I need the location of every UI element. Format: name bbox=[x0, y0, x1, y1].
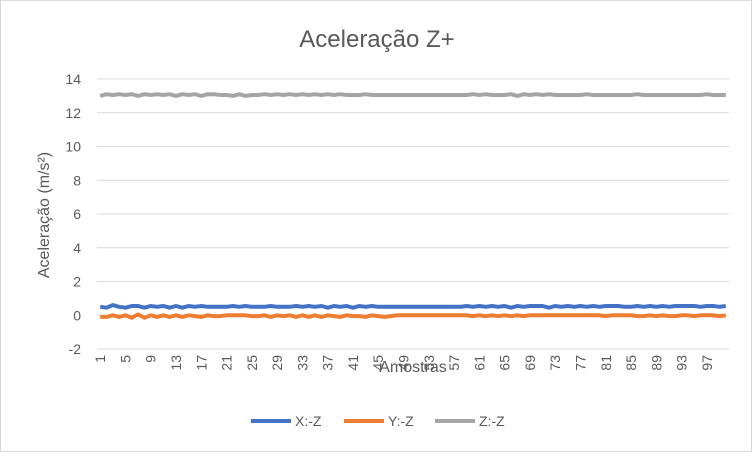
x-tick-label: 77 bbox=[572, 355, 588, 371]
x-tick-label: 81 bbox=[598, 355, 614, 371]
x-tick-label: 1 bbox=[92, 355, 108, 363]
legend: X:-Z Y:-Z Z:-Z bbox=[251, 413, 505, 429]
x-tick-label: 93 bbox=[674, 355, 690, 371]
series-line-y-z bbox=[100, 312, 727, 320]
x-tick-label: 17 bbox=[193, 355, 209, 371]
x-tick-label: 25 bbox=[244, 355, 260, 371]
y-tick-label: 10 bbox=[65, 139, 81, 155]
x-tick-label: 65 bbox=[497, 355, 513, 371]
x-tick-label: 41 bbox=[345, 355, 361, 371]
x-tick-label: 21 bbox=[219, 355, 235, 371]
series-line-z-z bbox=[99, 92, 726, 98]
y-tick-label: 8 bbox=[73, 172, 81, 188]
legend-label-y-z: Y:-Z bbox=[388, 413, 414, 429]
y-tick-label: 0 bbox=[73, 307, 81, 323]
y-tick-label: 6 bbox=[73, 206, 81, 222]
x-tick-label: 73 bbox=[547, 355, 563, 371]
y-axis-title: Aceleração (m/s²) bbox=[36, 152, 53, 278]
x-tick-label: 45 bbox=[370, 355, 386, 371]
x-tick-label: 57 bbox=[446, 355, 462, 371]
chart-title: Aceleração Z+ bbox=[299, 26, 454, 53]
x-axis-ticks: 1 5 9 13 17 21 25 29 33 37 41 45 49 53 57 61 65 69 73 77 81 8… bbox=[92, 355, 715, 371]
x-tick-label: 9 bbox=[143, 355, 159, 363]
x-tick-label: 53 bbox=[421, 355, 437, 371]
y-tick-label: 12 bbox=[65, 105, 81, 121]
series-line-x-z bbox=[99, 303, 727, 310]
x-tick-label: 85 bbox=[623, 355, 639, 371]
x-tick-label: 5 bbox=[117, 355, 133, 363]
x-tick-label: 49 bbox=[396, 355, 412, 371]
legend-label-z-z: Z:-Z bbox=[479, 413, 505, 429]
x-tick-label: 89 bbox=[648, 355, 664, 371]
y-tick-label: 2 bbox=[73, 274, 81, 290]
x-tick-label: 69 bbox=[522, 355, 538, 371]
series-lines bbox=[99, 92, 727, 320]
x-tick-label: 97 bbox=[699, 355, 715, 371]
y-tick-label: 14 bbox=[65, 71, 81, 87]
legend-label-x-z: X:-Z bbox=[295, 413, 322, 429]
y-tick-label: -2 bbox=[69, 341, 82, 357]
x-tick-label: 61 bbox=[471, 355, 487, 371]
x-tick-label: 29 bbox=[269, 355, 285, 371]
x-tick-label: 13 bbox=[168, 355, 184, 371]
x-axis-title: Amostras bbox=[379, 359, 447, 376]
y-axis-ticks: -2 0 2 4 6 8 10 12 14 bbox=[65, 71, 81, 357]
y-tick-label: 4 bbox=[73, 240, 81, 256]
x-tick-label: 33 bbox=[294, 355, 310, 371]
x-tick-label: 37 bbox=[320, 355, 336, 371]
